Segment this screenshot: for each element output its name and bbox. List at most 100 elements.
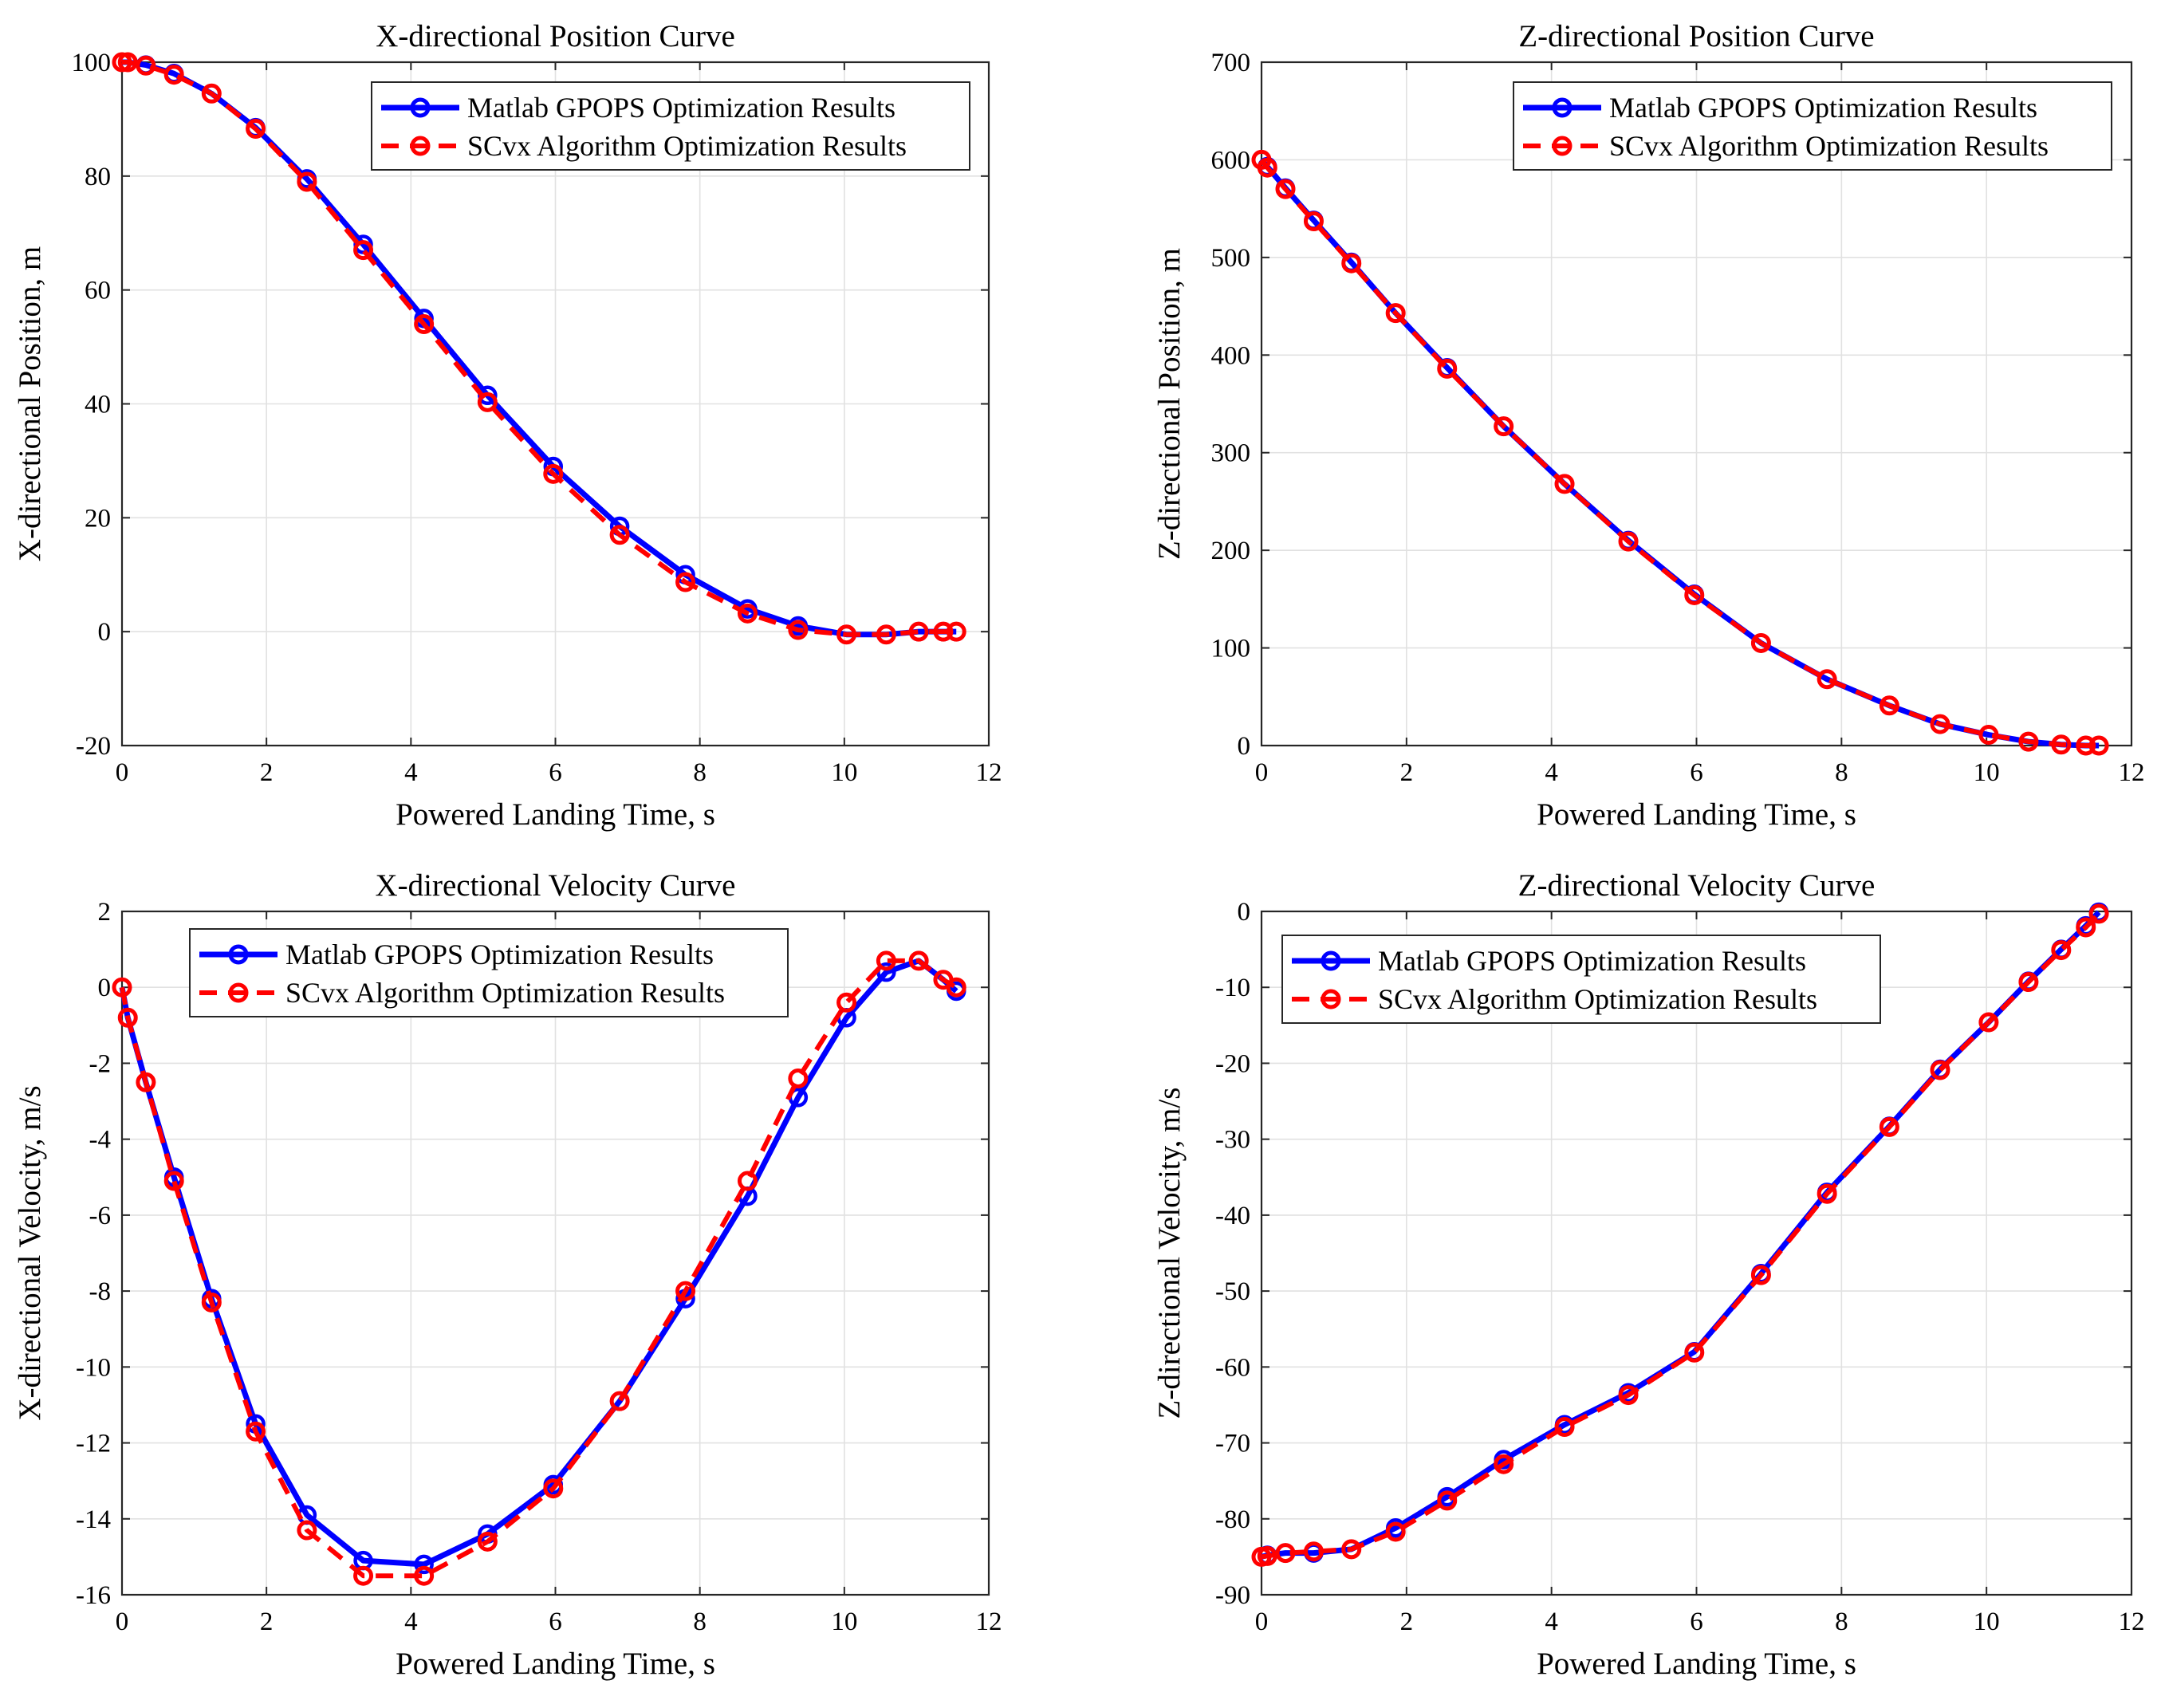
data-point-scvx [297, 171, 317, 192]
data-point-scvx [136, 1072, 156, 1092]
legend-marker-scvx [228, 982, 249, 1003]
x-axis-label: Powered Landing Time, s [396, 797, 715, 832]
data-point-scvx [2018, 972, 2039, 993]
data-point-scvx [2076, 735, 2096, 756]
data-point-scvx [117, 52, 138, 73]
y-tick-label: 0 [1238, 898, 1251, 927]
x-tick-label: 12 [2119, 1608, 2145, 1636]
y-tick-label: 40 [85, 391, 111, 419]
legend-marker-gpops [1321, 950, 1341, 971]
data-point-gpops [414, 1554, 434, 1575]
y-axis-label: Z-directional Position, m [1152, 248, 1187, 560]
data-point-scvx [1341, 1539, 1362, 1560]
y-axis-label: X-directional Position, m [13, 246, 47, 561]
data-point-scvx [1554, 474, 1575, 494]
data-point-scvx [737, 1171, 758, 1191]
y-tick-label: -14 [76, 1505, 111, 1534]
chart-z-position: 0 2 4 6 8 10 12 0 100 200 300 400 500 600 700 Z-directi… [1152, 19, 2145, 832]
legend: Matlab GPOPS Optimization Results SCvx Al… [189, 928, 789, 1017]
data-point-scvx [163, 1171, 184, 1191]
data-point-scvx [1494, 416, 1514, 437]
y-tick-label: 300 [1211, 439, 1251, 468]
x-tick-label: 12 [976, 1608, 1002, 1636]
legend-label: Matlab GPOPS Optimization Results [285, 939, 714, 970]
data-point-scvx [1437, 358, 1458, 379]
data-point-scvx [876, 624, 896, 645]
y-tick-label: 0 [1238, 732, 1251, 761]
data-point-scvx [1618, 531, 1639, 552]
x-tick-label: 2 [1400, 758, 1414, 787]
data-point-scvx [246, 1421, 266, 1442]
x-tick-label: 0 [1255, 758, 1269, 787]
y-tick-label: -60 [1215, 1353, 1250, 1382]
data-point-scvx [609, 525, 630, 545]
data-point-scvx [477, 1531, 498, 1552]
data-point-scvx [1684, 1342, 1705, 1363]
y-tick-label: 60 [85, 277, 111, 305]
data-point-scvx [1817, 669, 1837, 690]
y-tick-label: 0 [98, 618, 112, 647]
data-point-scvx [946, 977, 966, 998]
legend-marker-scvx [1552, 136, 1573, 156]
data-point-scvx [788, 1068, 809, 1088]
data-point-scvx [1275, 179, 1296, 199]
x-tick-label: 8 [1835, 1608, 1848, 1636]
y-tick-label: 100 [72, 49, 112, 77]
y-tick-label: -90 [1215, 1581, 1250, 1610]
data-point-scvx [1554, 1417, 1575, 1438]
data-point-scvx [908, 950, 929, 971]
y-tick-label: 400 [1211, 341, 1251, 370]
data-point-scvx [609, 1391, 630, 1411]
data-point-scvx [1817, 1183, 1837, 1204]
data-point-scvx [136, 55, 156, 76]
y-tick-label: 2 [98, 898, 112, 927]
x-axis-label: Powered Landing Time, s [396, 1647, 715, 1681]
x-tick-label: 10 [1974, 1608, 2000, 1636]
legend-label: Matlab GPOPS Optimization Results [1609, 92, 2037, 124]
series-line-scvx [120, 958, 958, 1579]
x-tick-label: 12 [2119, 758, 2145, 787]
y-tick-label: 20 [85, 504, 111, 533]
data-point-scvx [836, 624, 857, 645]
data-point-scvx [117, 1007, 138, 1028]
y-tick-label: -20 [1215, 1049, 1250, 1078]
data-point-scvx [675, 1281, 696, 1301]
legend-label: Matlab GPOPS Optimization Results [467, 92, 895, 124]
data-point-scvx [297, 1520, 317, 1541]
y-tick-label: 100 [1211, 635, 1251, 663]
legend-box [1513, 81, 2112, 171]
data-point-scvx [1275, 1543, 1296, 1564]
y-tick-label: 700 [1211, 49, 1251, 77]
legend: Matlab GPOPS Optimization Results SCvx Al… [1281, 935, 1881, 1024]
y-tick-label: -20 [76, 732, 111, 761]
legend-marker-gpops [410, 97, 431, 118]
x-tick-label: 4 [404, 1608, 418, 1636]
data-point-scvx [353, 240, 374, 261]
data-point-scvx [1385, 303, 1406, 324]
x-axis-label: Powered Landing Time, s [1537, 1647, 1856, 1681]
legend-box [189, 928, 789, 1017]
x-tick-label: 0 [116, 1608, 129, 1636]
x-tick-label: 10 [831, 758, 857, 787]
data-point-scvx [788, 620, 809, 640]
data-point-scvx [1978, 1012, 1999, 1033]
chart-z-velocity: 0 2 4 6 8 10 12 -90 -80 -70 -60 -50 -40 -30 -20 -10 0 Z-d… [1152, 868, 2145, 1681]
data-point-scvx [1879, 695, 1899, 716]
data-point-scvx [246, 119, 266, 140]
data-point-scvx [908, 621, 929, 642]
legend-label: SCvx Algorithm Optimization Results [467, 130, 907, 162]
legend-box [1281, 935, 1881, 1024]
legend: Matlab GPOPS Optimization Results SCvx Al… [1513, 81, 2112, 171]
chart-title: X-directional Position Curve [376, 19, 735, 53]
data-point-scvx [1618, 1385, 1639, 1406]
y-tick-label: -80 [1215, 1505, 1250, 1534]
y-tick-label: -8 [89, 1277, 112, 1306]
data-point-scvx [1257, 1545, 1277, 1566]
chart-title: Z-directional Position Curve [1518, 19, 1874, 53]
data-point-scvx [1750, 1265, 1771, 1285]
x-tick-label: 2 [1400, 1608, 1414, 1636]
y-axis-label: X-directional Velocity, m/s [13, 1085, 47, 1420]
legend-label: SCvx Algorithm Optimization Results [285, 977, 725, 1009]
y-tick-label: -16 [76, 1581, 111, 1610]
